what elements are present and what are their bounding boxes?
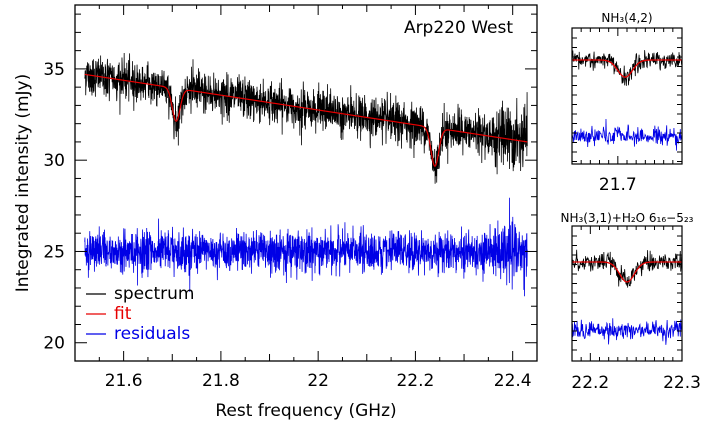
inset-residuals-line	[571, 118, 683, 151]
x-axis-title: Rest frequency (GHz)	[215, 401, 396, 421]
fit-series-line	[84, 73, 528, 167]
residuals-series-line	[84, 197, 528, 297]
inset-top-title: NH₃(4,2)	[601, 11, 652, 25]
inset-fit-line	[572, 261, 682, 283]
main-ticks: 21.6 21.8 22 22.2 22.4 20 25 30 35	[43, 5, 537, 391]
inset-x-tick-label: 22.2	[571, 373, 609, 393]
y-tick-label: 25	[43, 242, 65, 262]
inset-top-panel: NH₃(4,2) 21.7	[571, 11, 683, 195]
inset-bottom-ticks: 22.2 22.3	[571, 226, 701, 393]
legend-label-fit: fit	[114, 304, 132, 324]
inset-bottom-panel: NH₃(3,1)+H₂O 6₁₆−5₂₃ 22.2 22.3	[561, 211, 701, 393]
y-tick-label: 35	[43, 60, 65, 80]
inset-residuals-line	[571, 318, 683, 345]
inset-bottom-plot-area	[571, 249, 683, 345]
main-plot-area	[84, 53, 528, 297]
x-tick-label: 21.8	[202, 371, 240, 391]
y-tick-label: 30	[43, 151, 65, 171]
inset-top-plot-area	[571, 50, 683, 151]
inset-bottom-title: NH₃(3,1)+H₂O 6₁₆−5₂₃	[561, 211, 694, 225]
legend-label-residuals: residuals	[114, 324, 190, 344]
y-axis-title: Integrated intensity (mJy)	[13, 74, 33, 292]
spectrum-series-line	[84, 53, 528, 184]
main-plot-frame	[74, 4, 538, 362]
x-tick-label: 22.2	[396, 371, 434, 391]
inset-x-tick-label: 21.7	[599, 175, 637, 195]
main-panel: 21.6 21.8 22 22.2 22.4 20 25 30 35 Arp220 West R…	[13, 4, 538, 421]
legend-label-spectrum: spectrum	[114, 284, 194, 304]
x-tick-label: 22.4	[494, 371, 532, 391]
x-tick-label: 21.6	[105, 371, 143, 391]
inset-top-frame	[571, 27, 683, 165]
inset-x-tick-label: 22.3	[663, 373, 701, 393]
inset-top-ticks: 21.7	[572, 28, 682, 195]
inset-fit-line	[572, 59, 682, 78]
main-annotation: Arp220 West	[404, 18, 513, 38]
y-tick-label: 20	[43, 334, 65, 354]
inset-spectrum-line	[571, 50, 683, 86]
x-tick-label: 22	[307, 371, 329, 391]
